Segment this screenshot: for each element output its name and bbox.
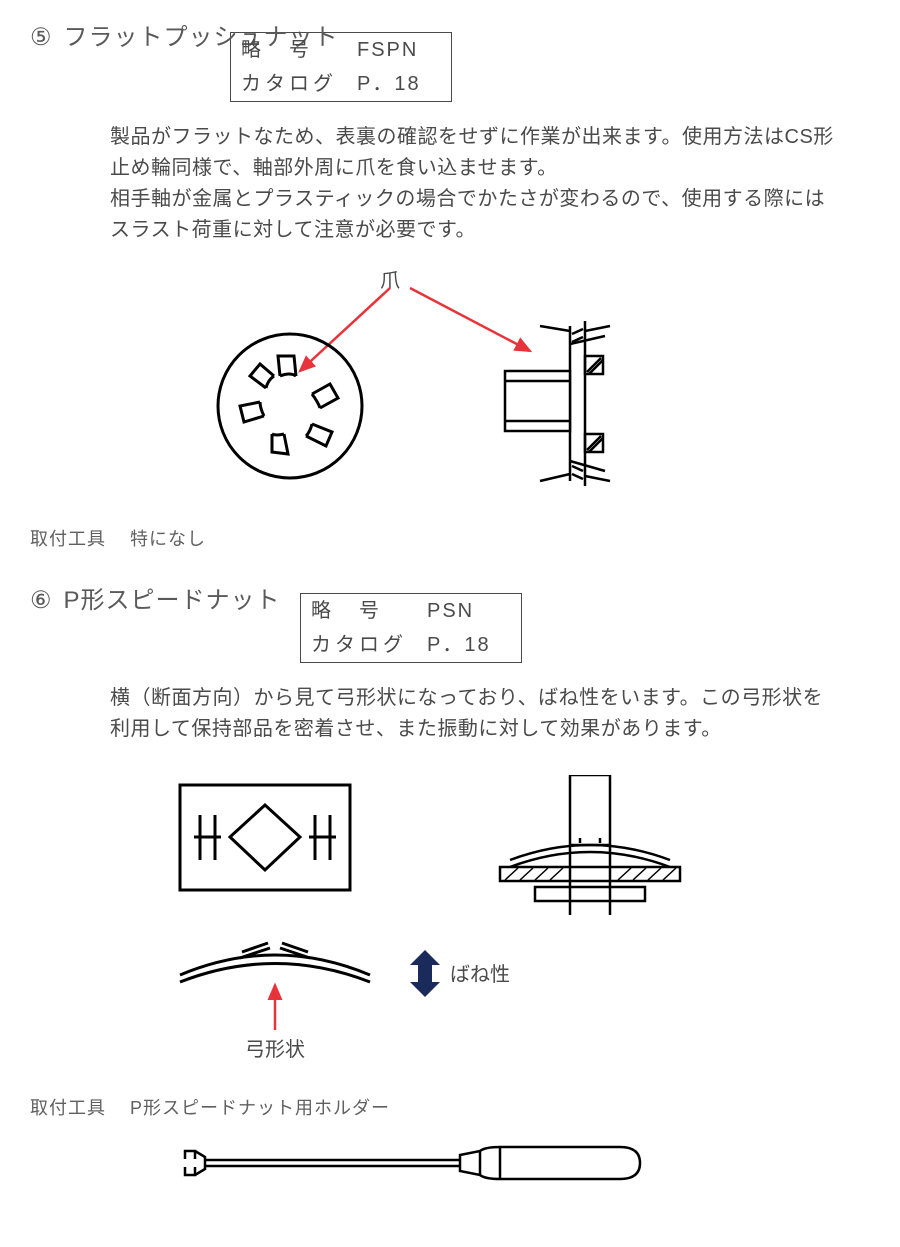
tool-label: 取付工具 [30,529,106,549]
table-label: カタログ [301,628,418,663]
section-number-6: ⑥ [30,583,52,619]
table-label: カタログ [231,67,348,102]
figure-6-svg [130,775,830,1085]
section-title-6: P形スピードナット [64,583,281,619]
desc-text: 製品がフラットなため、表裏の確認をせずに作業が出来ます。使用方法はCS形止め輪同… [110,126,834,241]
figure-5-svg [130,266,830,506]
figure-6: ばね性 弓形状 [30,765,870,1085]
table-value: P．18 [417,628,521,663]
description-6: 横（断面方向）から見て弓形状になっており、ばね性をいます。この弓形状を利用して保… [110,683,840,745]
table-value: FSPN [347,33,451,68]
table-row: カタログ P．18 [301,628,522,663]
tool-value: P形スピードナット用ホルダー [130,1098,390,1118]
table-row: 略 号 PSN [301,594,522,629]
section-6: ⑥ P形スピードナット 略 号 PSN カタログ P．18 横（断面方向）から見… [30,583,870,1197]
spring-label: ばね性 [450,960,510,990]
figure-5: 爪 [30,266,870,516]
bow-label: 弓形状 [245,1035,305,1065]
info-table-5: 略 号 FSPN カタログ P．18 [230,32,452,102]
tool-line-6: 取付工具 P形スピードナット用ホルダー [30,1095,870,1122]
tool-line-5: 取付工具 特になし [30,526,870,553]
tool-value: 特になし [130,529,206,549]
tool-label: 取付工具 [30,1098,106,1118]
table-row: カタログ P．18 [231,67,452,102]
table-row: 略 号 FSPN [231,33,452,68]
section-5: ⑤ フラットプッシュナット 略 号 FSPN カタログ P．18 製品がフラット… [30,20,870,553]
table-value: PSN [417,594,521,629]
holder-tool-svg [180,1137,660,1197]
info-table-6: 略 号 PSN カタログ P．18 [300,593,522,663]
table-label: 略 号 [301,594,418,629]
desc-text: 横（断面方向）から見て弓形状になっており、ばね性をいます。この弓形状を利用して保… [110,687,823,740]
description-5: 製品がフラットなため、表裏の確認をせずに作業が出来ます。使用方法はCS形止め輪同… [110,122,840,246]
holder-tool-figure [180,1137,870,1197]
table-value: P．18 [347,67,451,102]
section-number-5: ⑤ [30,20,52,56]
